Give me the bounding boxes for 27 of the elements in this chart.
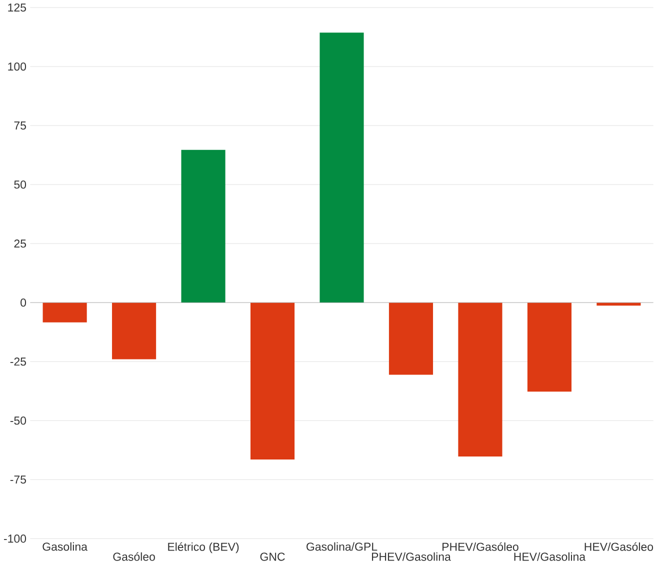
y-tick-label: -100 <box>4 534 26 543</box>
x-tick-label: HEV/Gasolina <box>514 552 586 561</box>
y-tick-label: -50 <box>10 416 26 425</box>
y-tick-label: 125 <box>8 3 26 12</box>
bar <box>458 302 502 456</box>
x-tick-label: Elétrico (BEV) <box>168 542 239 554</box>
bar <box>112 302 156 360</box>
y-tick-label: 25 <box>14 239 26 248</box>
x-tick-label: PHEV/Gasóleo <box>442 542 518 551</box>
x-tick-label: Gasolina/GPL <box>306 542 378 551</box>
y-tick-label: -25 <box>10 357 26 366</box>
bar <box>250 302 295 460</box>
bar <box>42 302 87 322</box>
y-tick-label: 100 <box>8 62 26 70</box>
y-tick-label: 50 <box>14 180 26 188</box>
y-tick-label: 75 <box>14 121 26 130</box>
x-tick-label: Gasóleo <box>113 552 155 561</box>
bar <box>527 302 572 392</box>
x-tick-label: GNC <box>260 552 285 561</box>
x-tick-label: PHEV/Gasolina <box>372 552 451 561</box>
x-tick-label: Gasolina <box>42 542 88 551</box>
x-tick-label: HEV/Gasóleo <box>584 542 654 551</box>
y-tick-label: -75 <box>10 475 26 484</box>
bar <box>388 302 434 375</box>
bar <box>181 150 226 302</box>
y-tick-label: 0 <box>20 298 26 307</box>
bar <box>320 32 364 302</box>
